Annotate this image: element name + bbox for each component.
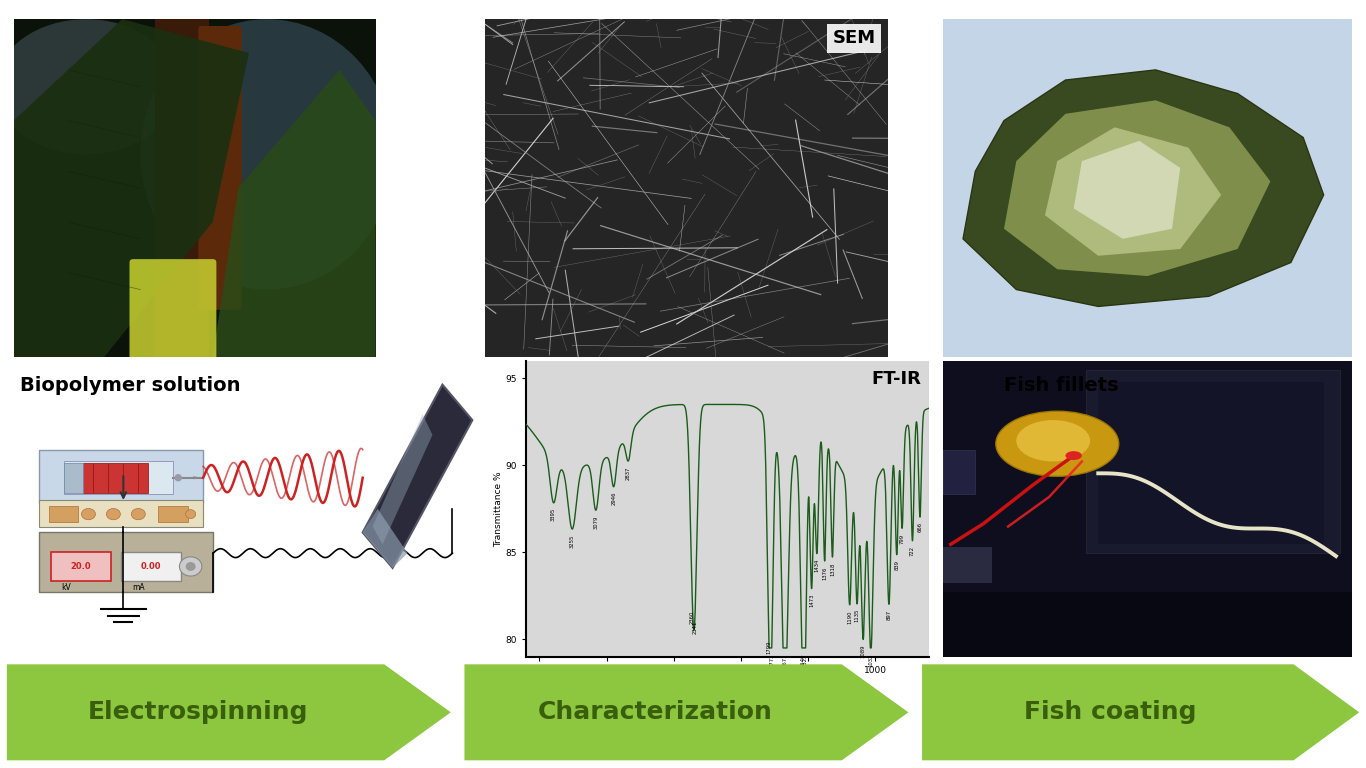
Polygon shape <box>963 70 1324 306</box>
Text: 1772: 1772 <box>769 653 775 667</box>
FancyBboxPatch shape <box>198 26 242 310</box>
Polygon shape <box>1074 141 1180 239</box>
Bar <box>64 462 173 494</box>
Ellipse shape <box>107 508 120 520</box>
Text: 2341: 2341 <box>693 621 698 634</box>
Text: mA: mA <box>133 583 145 591</box>
Ellipse shape <box>1065 451 1082 460</box>
Text: 0.00: 0.00 <box>141 562 161 571</box>
Text: 1032: 1032 <box>869 653 873 667</box>
Text: 1671: 1671 <box>783 653 788 667</box>
Ellipse shape <box>186 510 195 518</box>
Text: Fish coating: Fish coating <box>1023 700 1197 724</box>
Text: 1540: 1540 <box>800 653 805 667</box>
Text: 1376: 1376 <box>822 566 828 580</box>
Polygon shape <box>14 19 249 357</box>
Text: Fish fillets: Fish fillets <box>1004 376 1119 396</box>
Bar <box>64 463 83 492</box>
Text: FT-IR: FT-IR <box>872 370 921 388</box>
Ellipse shape <box>141 19 393 290</box>
Polygon shape <box>1045 127 1221 256</box>
Text: SEM: SEM <box>833 29 876 48</box>
Text: 2946: 2946 <box>611 492 616 505</box>
Polygon shape <box>1004 101 1270 276</box>
Text: 2837: 2837 <box>626 466 631 479</box>
Bar <box>943 591 1352 657</box>
Text: 2360: 2360 <box>690 611 695 624</box>
Text: 1318: 1318 <box>831 562 835 576</box>
Text: kV: kV <box>61 583 71 591</box>
Text: 3255: 3255 <box>570 535 575 548</box>
Bar <box>38 450 204 503</box>
Polygon shape <box>363 385 473 568</box>
Text: 722: 722 <box>910 546 915 556</box>
Y-axis label: Transmittance %: Transmittance % <box>493 471 503 547</box>
Text: 1473: 1473 <box>809 594 814 607</box>
Polygon shape <box>193 476 204 479</box>
X-axis label: Wavenumber/cm: Wavenumber/cm <box>688 676 766 685</box>
Ellipse shape <box>175 474 182 482</box>
Ellipse shape <box>1016 420 1090 462</box>
Bar <box>51 551 111 581</box>
Text: Biopolymer solution: Biopolymer solution <box>20 376 240 396</box>
Text: 1089: 1089 <box>861 644 866 658</box>
Text: 3395: 3395 <box>550 508 556 521</box>
Bar <box>49 506 78 522</box>
Bar <box>943 548 992 583</box>
Text: 897: 897 <box>887 610 892 620</box>
FancyBboxPatch shape <box>154 16 209 360</box>
Text: 3079: 3079 <box>593 515 598 529</box>
Text: 666: 666 <box>918 522 922 532</box>
Polygon shape <box>373 414 433 545</box>
Bar <box>38 532 213 591</box>
Ellipse shape <box>996 411 1119 476</box>
Bar <box>1086 370 1340 553</box>
Polygon shape <box>363 508 407 568</box>
Bar <box>158 506 189 522</box>
Text: 1190: 1190 <box>847 610 852 624</box>
Bar <box>83 463 149 492</box>
Text: 799: 799 <box>900 534 904 544</box>
Text: 20.0: 20.0 <box>71 562 92 571</box>
Text: Characterization: Characterization <box>538 700 773 724</box>
Ellipse shape <box>179 557 202 576</box>
Ellipse shape <box>82 508 96 520</box>
Bar <box>38 500 204 527</box>
Bar <box>120 551 180 581</box>
Text: 1522: 1522 <box>803 653 807 667</box>
Text: Electrospinning: Electrospinning <box>87 700 307 724</box>
Bar <box>1098 382 1324 545</box>
Ellipse shape <box>131 508 145 520</box>
Text: 1799: 1799 <box>766 641 772 654</box>
Text: 1434: 1434 <box>814 559 820 572</box>
Ellipse shape <box>0 19 176 154</box>
Ellipse shape <box>186 562 195 571</box>
Bar <box>943 449 975 494</box>
FancyBboxPatch shape <box>130 259 216 360</box>
Text: 1135: 1135 <box>855 609 859 623</box>
Polygon shape <box>213 70 376 357</box>
Text: 839: 839 <box>895 560 899 570</box>
